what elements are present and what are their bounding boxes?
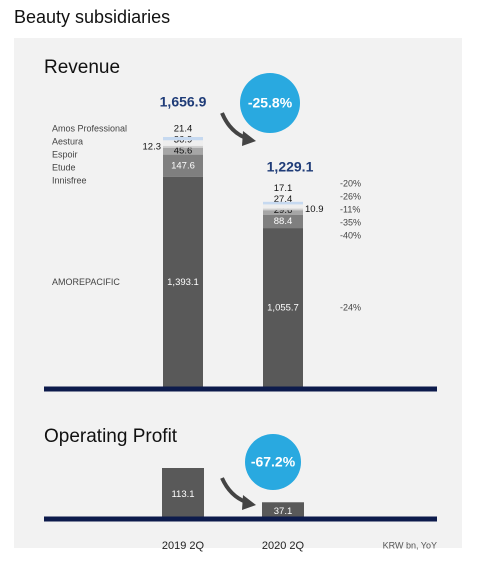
bar-segment [163, 147, 203, 155]
series-name: Innisfree [52, 175, 87, 185]
value-label: 88.4 [274, 216, 293, 227]
series-name: Etude [52, 162, 76, 172]
value-label: 147.6 [171, 160, 195, 171]
change-label: -67.2% [251, 454, 296, 470]
change-bubble [240, 73, 300, 133]
yoy-label: -35% [340, 217, 361, 227]
value-label: 21.4 [174, 124, 193, 135]
bar-segment [263, 201, 303, 205]
total-label: 1,229.1 [267, 159, 314, 175]
bar [162, 468, 204, 519]
value-label: 10.9 [305, 204, 324, 215]
series-name: Amos Professional [52, 123, 127, 133]
change-bubble [245, 434, 301, 490]
yoy-label: -20% [340, 178, 361, 188]
value-label: 45.6 [174, 146, 193, 157]
chart-title: Operating Profit [44, 426, 178, 447]
value-label: 1,393.1 [167, 277, 199, 288]
value-label: 1,055.7 [267, 303, 299, 314]
bar-segment [163, 154, 203, 177]
yoy-label: -26% [340, 191, 361, 201]
value-label: 113.1 [171, 489, 194, 500]
bar-segment [163, 137, 203, 141]
arrow-head [242, 495, 256, 510]
bar-segment [263, 208, 303, 211]
bar-segment [263, 210, 303, 215]
value-label: 29.6 [274, 205, 293, 216]
x-tick-label: 2019 2Q [162, 540, 205, 552]
page-title: Beauty subsidiaries [14, 7, 170, 27]
chart-title: Revenue [44, 57, 120, 78]
bar-segment [163, 176, 203, 388]
bar-segment [263, 228, 303, 388]
series-name: Aestura [52, 136, 83, 146]
value-label: 27.4 [274, 194, 293, 205]
total-label: 1,656.9 [160, 94, 207, 110]
yoy-label: -11% [340, 204, 360, 214]
bar-segment [163, 140, 203, 146]
unit-note: KRW bn, YoY [383, 540, 437, 550]
yoy-label: -40% [340, 230, 361, 240]
value-label: 37.1 [274, 506, 293, 517]
value-label: 17.1 [274, 183, 293, 194]
panel [14, 38, 462, 548]
x-tick-label: 2020 2Q [262, 540, 305, 552]
series-name: AMOREPACIFIC [52, 277, 120, 287]
bar-segment [263, 214, 303, 229]
yoy-label: -24% [340, 302, 361, 312]
bar-segment [263, 204, 303, 209]
change-label: -25.8% [248, 95, 293, 111]
series-name: Espoir [52, 149, 78, 159]
bar-segment [163, 145, 203, 148]
arrow-head [242, 131, 256, 146]
bar [262, 502, 304, 519]
value-label: 12.3 [143, 141, 162, 152]
